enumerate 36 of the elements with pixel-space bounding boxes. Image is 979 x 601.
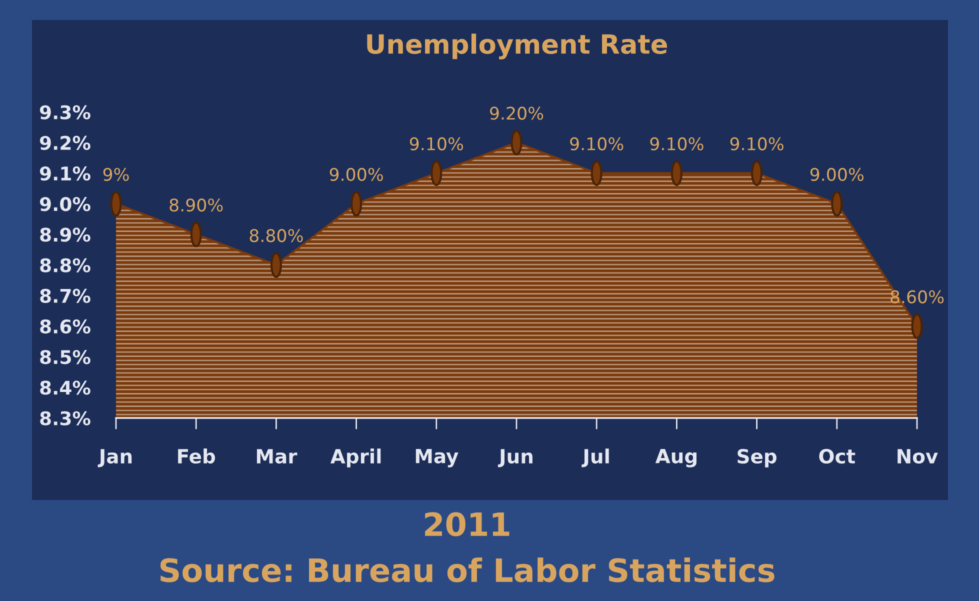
x-tick-label: Mar xyxy=(256,449,298,464)
y-tick-label: 9.1% xyxy=(40,166,90,181)
data-label: 9% xyxy=(103,168,129,181)
x-tick-label: Jan xyxy=(98,449,132,468)
x-tick-label: Oct xyxy=(819,448,856,464)
x-tick-label: Aug xyxy=(655,449,696,468)
data-label: 9.10% xyxy=(570,137,624,150)
source-note: Source: Bureau of Labor Statistics xyxy=(160,558,774,582)
data-label: 9.00% xyxy=(330,168,383,181)
y-tick-label: 9.2% xyxy=(40,136,90,150)
text: 2011 xyxy=(425,512,510,536)
chart-title: Unemployment Rate xyxy=(367,34,667,60)
x-tick-label: Nov xyxy=(898,449,938,464)
data-label: 9.00% xyxy=(810,168,864,181)
data-label: 8.90% xyxy=(170,198,223,212)
data-label: 9.20% xyxy=(490,106,544,120)
y-tick-label: 8.6% xyxy=(40,319,90,334)
y-tick-label: 8.3% xyxy=(40,411,90,426)
x-tick-label: Sep xyxy=(738,448,776,468)
x-tick-label: Jun xyxy=(498,449,532,468)
x-tick-label: Jul xyxy=(582,448,609,468)
data-label: 9.10% xyxy=(730,137,784,150)
x-tick-label: April xyxy=(330,448,381,468)
x-tick-label: May xyxy=(416,449,458,468)
y-tick-label: 8.5% xyxy=(40,350,90,364)
y-tick-label: 8.9% xyxy=(40,228,90,242)
data-label: 9.10% xyxy=(410,137,464,150)
y-tick-label: 8.8% xyxy=(40,258,90,272)
data-label: 8.60% xyxy=(890,290,944,304)
y-tick-label: 8.7% xyxy=(40,288,90,303)
y-tick-label: 8.4% xyxy=(40,380,90,395)
data-label: 8.80% xyxy=(250,229,303,242)
y-tick-label: 9.0% xyxy=(40,197,90,212)
data-label: 9.10% xyxy=(650,137,704,150)
x-tick-label: Feb xyxy=(178,448,216,464)
y-tick-label: 9.3% xyxy=(40,105,90,120)
